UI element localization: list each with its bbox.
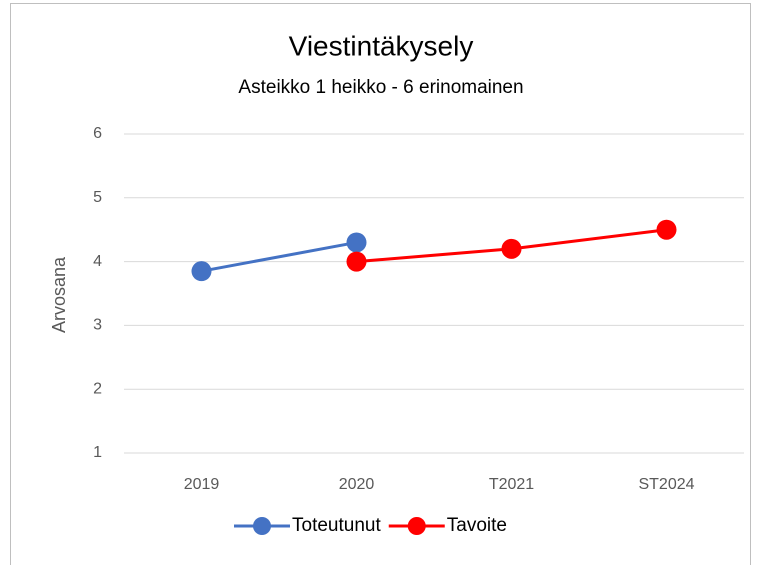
chart-frame (10, 3, 751, 565)
y-tick-label: 5 (93, 189, 102, 206)
y-tick-label: 2 (93, 380, 102, 397)
data-point (346, 232, 367, 253)
x-tick-label: 2019 (184, 476, 220, 493)
data-point (501, 238, 522, 259)
y-tick-label: 1 (93, 444, 102, 461)
y-axis-label: Arvosana (49, 256, 69, 333)
data-point (191, 261, 212, 282)
chart-subtitle: Asteikko 1 heikko - 6 erinomainen (238, 77, 523, 98)
legend-marker (407, 517, 426, 535)
data-point (346, 251, 367, 272)
y-tick-label: 6 (93, 125, 102, 142)
y-tick-label: 3 (93, 317, 102, 334)
legend-label: Toteutunut (292, 515, 381, 536)
series-line (201, 240, 357, 273)
x-tick-label: 2020 (339, 476, 375, 493)
x-tick-label: T2021 (489, 476, 534, 493)
legend-marker (253, 517, 271, 535)
data-point (656, 219, 677, 240)
chart-title: Viestintäkysely (289, 30, 474, 61)
legend-label: Tavoite (447, 515, 507, 536)
x-tick-label: ST2024 (638, 476, 694, 493)
y-tick-label: 4 (93, 253, 102, 270)
